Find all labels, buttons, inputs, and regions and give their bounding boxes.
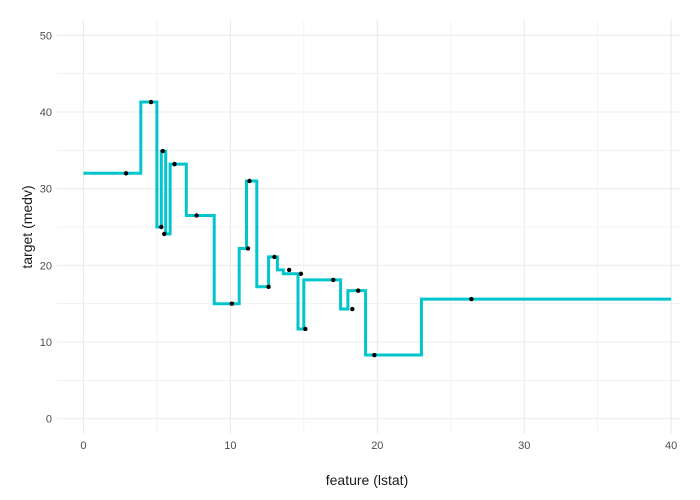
- data-point: [350, 306, 355, 312]
- y-axis-ticks: 0 10 20 30 40 50: [40, 30, 52, 425]
- data-point: [194, 213, 199, 218]
- y-tick-label: 50: [40, 30, 52, 42]
- x-tick-label: 0: [80, 440, 86, 452]
- data-point: [159, 224, 164, 230]
- data-point: [245, 246, 251, 251]
- major-gridlines: [57, 20, 680, 434]
- data-point: [303, 326, 308, 332]
- x-tick-label: 30: [518, 440, 530, 452]
- y-tick-label: 30: [40, 184, 52, 196]
- data-point: [266, 284, 271, 289]
- x-tick-label: 40: [665, 440, 677, 452]
- data-point: [162, 231, 167, 237]
- x-tick-label: 20: [371, 440, 383, 452]
- x-axis-ticks: 0 10 20 30 40: [80, 440, 677, 452]
- data-point: [356, 288, 361, 293]
- x-tick-label: 10: [224, 440, 236, 452]
- y-tick-label: 20: [40, 260, 52, 272]
- data-point: [123, 171, 129, 176]
- data-point: [372, 352, 377, 358]
- data-point: [172, 161, 177, 167]
- y-tick-label: 0: [46, 414, 52, 426]
- data-point: [272, 254, 277, 260]
- y-tick-label: 10: [40, 337, 52, 349]
- data-point: [298, 271, 304, 276]
- x-axis-title: feature (lstat): [326, 472, 408, 488]
- data-point: [229, 301, 235, 306]
- data-point: [160, 148, 165, 154]
- data-point: [469, 296, 474, 302]
- y-tick-label: 40: [40, 107, 52, 119]
- data-point: [286, 267, 292, 273]
- points-layer: [123, 99, 474, 358]
- data-point: [247, 178, 252, 184]
- data-point: [331, 277, 336, 283]
- y-axis-title: target (medv): [19, 185, 35, 268]
- data-point: [148, 99, 154, 105]
